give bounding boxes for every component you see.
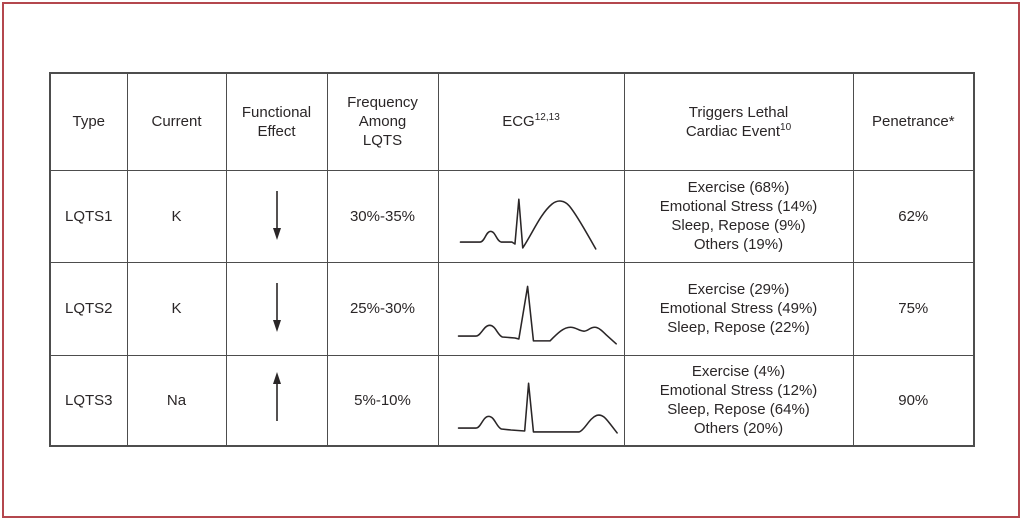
cell-ecg bbox=[437, 169, 625, 264]
type-value: LQTS1 bbox=[64, 207, 113, 225]
cell-functional-effect bbox=[225, 354, 328, 447]
frequency-value: 30%-35% bbox=[349, 207, 416, 225]
col-header-ecg: ECG12,13 bbox=[437, 72, 625, 171]
col-header-triggers-line1: Triggers Lethal bbox=[688, 103, 789, 121]
cell-triggers: Exercise (29%) Emotional Stress (49%) Sl… bbox=[623, 262, 854, 356]
col-header-type-label: Type bbox=[72, 113, 106, 131]
col-header-frequency: Frequency Among LQTS bbox=[326, 72, 439, 171]
cell-ecg bbox=[437, 354, 625, 447]
cell-current: K bbox=[126, 262, 227, 356]
penetrance-value: 62% bbox=[898, 207, 929, 225]
type-value: LQTS2 bbox=[64, 300, 113, 318]
trigger-item: Exercise (4%) bbox=[691, 363, 786, 381]
trigger-item: Exercise (68%) bbox=[687, 179, 790, 197]
ecg-waveform-lqts3-icon bbox=[457, 382, 618, 434]
trigger-item: Sleep, Repose (9%) bbox=[671, 217, 806, 235]
trigger-item: Emotional Stress (49%) bbox=[659, 300, 818, 318]
trigger-item: Sleep, Repose (22%) bbox=[667, 319, 810, 337]
cell-functional-effect bbox=[225, 262, 328, 356]
trigger-item: Emotional Stress (14%) bbox=[659, 198, 818, 216]
trigger-item: Others (20%) bbox=[693, 420, 784, 438]
col-header-functional-effect: Functional Effect bbox=[225, 72, 328, 171]
header-row: Type Current Functional Effect Frequency… bbox=[49, 72, 975, 171]
frequency-value: 25%-30% bbox=[349, 300, 416, 318]
col-header-current-label: Current bbox=[151, 113, 202, 131]
trigger-item: Emotional Stress (12%) bbox=[659, 382, 818, 400]
table-row-lqts2: LQTS2 K 25%-30% Exercise (29%) Emotional… bbox=[49, 262, 975, 356]
col-header-functional-effect-label: Functional Effect bbox=[241, 103, 312, 140]
current-value: K bbox=[171, 300, 182, 318]
col-header-penetrance: Penetrance* bbox=[852, 72, 975, 171]
penetrance-value: 75% bbox=[898, 300, 929, 318]
cell-frequency: 25%-30% bbox=[326, 262, 439, 356]
col-header-frequency-label: Frequency Among LQTS bbox=[347, 94, 418, 150]
col-header-type: Type bbox=[49, 72, 128, 171]
cell-penetrance: 62% bbox=[852, 169, 975, 264]
cell-frequency: 5%-10% bbox=[326, 354, 439, 447]
trigger-item: Others (19%) bbox=[693, 236, 784, 254]
table-row-lqts3: LQTS3 Na 5%-10% Exercise (4%) Emotional … bbox=[49, 354, 975, 447]
col-header-triggers-line2: Cardiac Event bbox=[685, 122, 781, 140]
col-header-current: Current bbox=[126, 72, 227, 171]
col-header-triggers: Triggers Lethal Cardiac Event10 bbox=[623, 72, 854, 171]
cell-penetrance: 75% bbox=[852, 262, 975, 356]
functional-effect-arrow-icon bbox=[270, 188, 284, 240]
frequency-value: 5%-10% bbox=[354, 391, 411, 409]
type-value: LQTS3 bbox=[64, 391, 113, 409]
col-header-triggers-line2-wrap: Cardiac Event10 bbox=[627, 122, 851, 141]
table-row-lqts1: LQTS1 K 30%-35% Exercise (68%) Emotional… bbox=[49, 169, 975, 264]
current-value: K bbox=[171, 207, 182, 225]
cell-type: LQTS1 bbox=[49, 169, 128, 264]
cell-triggers: Exercise (68%) Emotional Stress (14%) Sl… bbox=[623, 169, 854, 264]
col-header-ecg-label: ECG bbox=[502, 113, 535, 131]
trigger-item: Exercise (29%) bbox=[687, 281, 790, 299]
cell-type: LQTS3 bbox=[49, 354, 128, 447]
cell-penetrance: 90% bbox=[852, 354, 975, 447]
penetrance-value: 90% bbox=[898, 391, 929, 409]
cell-frequency: 30%-35% bbox=[326, 169, 439, 264]
cell-functional-effect bbox=[225, 169, 328, 264]
cell-type: LQTS2 bbox=[49, 262, 128, 356]
current-value: Na bbox=[166, 391, 187, 409]
ecg-waveform-lqts1-icon bbox=[459, 197, 597, 250]
cell-triggers: Exercise (4%) Emotional Stress (12%) Sle… bbox=[623, 354, 854, 447]
lqts-types-table: Type Current Functional Effect Frequency… bbox=[49, 72, 975, 448]
cell-ecg bbox=[437, 262, 625, 356]
functional-effect-arrow-icon bbox=[270, 280, 284, 333]
col-header-penetrance-label: Penetrance* bbox=[871, 113, 955, 131]
ecg-waveform-lqts2-icon bbox=[457, 285, 617, 345]
cell-current: K bbox=[126, 169, 227, 264]
trigger-item: Sleep, Repose (64%) bbox=[667, 401, 810, 419]
cell-current: Na bbox=[126, 354, 227, 447]
triggers-reference-superscript: 10 bbox=[780, 121, 792, 133]
functional-effect-arrow-icon bbox=[270, 371, 284, 424]
ecg-reference-superscript: 12,13 bbox=[534, 112, 560, 124]
